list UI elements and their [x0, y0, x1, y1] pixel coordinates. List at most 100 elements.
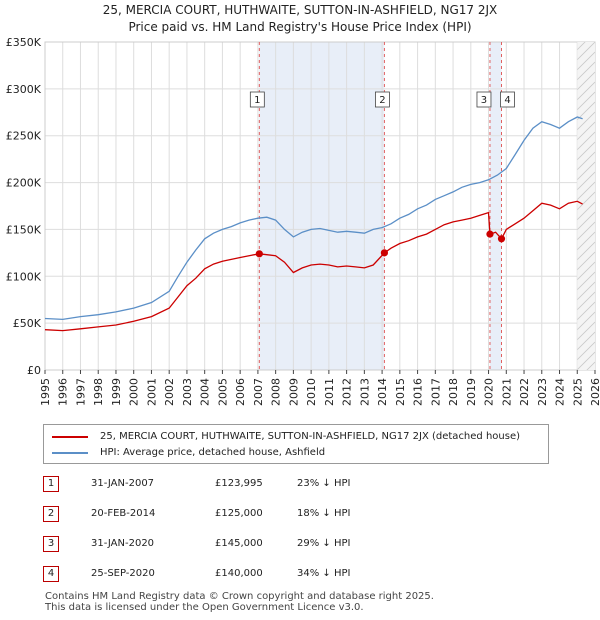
forecast-hatch-line — [577, 42, 586, 51]
x-tick-label: 2011 — [323, 378, 336, 406]
y-tick-label: £50K — [13, 317, 42, 330]
forecast-hatch-line — [577, 42, 595, 61]
sale-marker-box: 3 — [476, 91, 492, 108]
forecast-hatch-line — [577, 51, 595, 71]
sale-marker-frame — [249, 91, 265, 108]
shaded-span — [259, 42, 385, 370]
sale-marker-box: 4 — [500, 91, 515, 108]
y-axis-ticks: £0 £50K £100K £150K £200K £250K £300K £350K — [6, 36, 42, 377]
forecast-hatch-line — [577, 201, 595, 221]
sale-point — [380, 249, 389, 257]
sale-point — [486, 230, 494, 238]
sale-hpi-diff: 23% ↓ HPI — [297, 478, 351, 489]
legend-label-property: 25, MERCIA COURT, HUTHWAITE, SUTTON-IN-A… — [100, 431, 521, 442]
x-tick-label: 1995 — [39, 378, 52, 406]
forecast-hatch-line — [577, 181, 595, 201]
sale-marker-labels: 1 2 3 4 — [249, 91, 515, 108]
y-tick-label: £100K — [6, 270, 42, 283]
series-line-hpi — [44, 116, 583, 321]
y-tick-label: £250K — [6, 130, 42, 143]
x-tick-label: 1999 — [110, 378, 123, 406]
sale-number-badge: 3 — [43, 536, 59, 552]
chart-title: 25, MERCIA COURT, HUTHWAITE, SUTTON-IN-A… — [0, 2, 600, 36]
forecast-hatch-line — [577, 81, 595, 101]
forecast-hatch-line — [577, 0, 595, 10]
x-tick-label: 2017 — [429, 378, 442, 406]
x-tick-label: 2007 — [252, 378, 265, 406]
x-tick-label: 2022 — [518, 378, 531, 406]
sale-row: 3 31-JAN-2020 £145,000 29% ↓ HPI — [43, 536, 563, 556]
sale-hpi-diff: 29% ↓ HPI — [297, 538, 351, 549]
forecast-hatch-line — [577, 311, 595, 331]
sale-marker-frame — [476, 91, 492, 108]
forecast-hatch-line — [577, 151, 595, 171]
forecast-hatch-line — [577, 221, 595, 241]
sale-price: £123,995 — [215, 478, 263, 489]
forecast-hatch — [577, 0, 595, 370]
sale-marker-label: 1 — [254, 95, 260, 106]
forecast-hatch-line — [577, 121, 595, 141]
sale-points — [255, 230, 506, 258]
x-tick-label: 2026 — [589, 378, 600, 406]
forecast-hatch-line — [577, 331, 595, 351]
x-tick-label: 2020 — [483, 378, 496, 406]
forecast-region — [577, 42, 595, 370]
forecast-hatch-line — [577, 22, 595, 40]
sale-price: £125,000 — [215, 508, 263, 519]
sale-number-badge: 1 — [43, 476, 59, 492]
legend-swatch-hpi — [52, 452, 88, 454]
x-axis-ticks: 1995 1996 1997 1998 1999 2000 2001 2002 2003 2004… — [39, 370, 600, 406]
x-tick-label: 2000 — [128, 378, 141, 406]
forecast-hatch-line — [577, 301, 595, 321]
sale-row: 1 31-JAN-2007 £123,995 23% ↓ HPI — [43, 476, 563, 496]
x-tick-label: 2006 — [234, 378, 247, 406]
forecast-hatch-line — [577, 91, 595, 111]
forecast-hatch-line — [577, 71, 595, 91]
forecast-hatch-line — [577, 211, 595, 231]
forecast-hatch-line — [577, 321, 595, 341]
sale-number-badge: 2 — [43, 506, 59, 522]
forecast-hatch-line — [577, 251, 595, 271]
forecast-hatch-line — [577, 341, 595, 361]
forecast-hatch-line — [577, 61, 595, 81]
forecast-hatch-line — [586, 361, 595, 370]
sale-row: 2 20-FEB-2014 £125,000 18% ↓ HPI — [43, 506, 563, 526]
forecast-hatch-line — [577, 141, 595, 161]
x-tick-label: 2019 — [465, 378, 478, 406]
legend: 25, MERCIA COURT, HUTHWAITE, SUTTON-IN-A… — [43, 424, 549, 464]
sale-point — [255, 250, 263, 258]
x-tick-label: 1998 — [92, 378, 105, 406]
x-tick-label: 2015 — [394, 378, 407, 406]
sale-number-badge: 4 — [43, 566, 59, 582]
sale-marker-label: 2 — [379, 95, 385, 106]
series-lines — [44, 116, 583, 332]
x-tick-label: 2016 — [412, 378, 425, 406]
x-tick-label: 2001 — [145, 378, 158, 406]
sale-marker-label: 3 — [481, 95, 487, 106]
forecast-hatch-line — [577, 351, 595, 370]
x-tick-label: 2005 — [216, 378, 229, 406]
x-tick-label: 1997 — [74, 378, 87, 406]
forecast-hatch-line — [577, 12, 595, 30]
sale-date: 20-FEB-2014 — [91, 508, 156, 519]
forecast-hatch-line — [577, 171, 595, 191]
x-tick-label: 2012 — [341, 378, 354, 406]
x-tick-label: 2004 — [199, 378, 212, 406]
x-tick-label: 2008 — [270, 378, 283, 406]
price-chart: 1 2 3 4 £0 £50K £100K £150K £200K £250K £300K £350… — [6, 0, 600, 406]
sale-marker-frame — [375, 91, 390, 108]
chart-title-line2: Price paid vs. HM Land Registry's House … — [128, 20, 472, 34]
y-tick-label: £150K — [6, 223, 42, 236]
forecast-hatch-line — [577, 111, 595, 131]
x-tick-label: 2025 — [571, 378, 584, 406]
x-tick-label: 1996 — [57, 378, 70, 406]
sale-marker-label: 4 — [504, 95, 510, 106]
x-tick-label: 2021 — [500, 378, 513, 406]
sale-date: 31-JAN-2007 — [91, 478, 155, 489]
forecast-hatch-line — [577, 2, 595, 20]
footer-attribution: Contains HM Land Registry data © Crown c… — [45, 591, 434, 613]
sale-price: £140,000 — [215, 568, 263, 579]
legend-label-hpi: HPI: Average price, detached house, Ashf… — [100, 447, 326, 458]
forecast-hatch-line — [577, 281, 595, 301]
footer-line1: Contains HM Land Registry data © Crown c… — [45, 591, 434, 602]
